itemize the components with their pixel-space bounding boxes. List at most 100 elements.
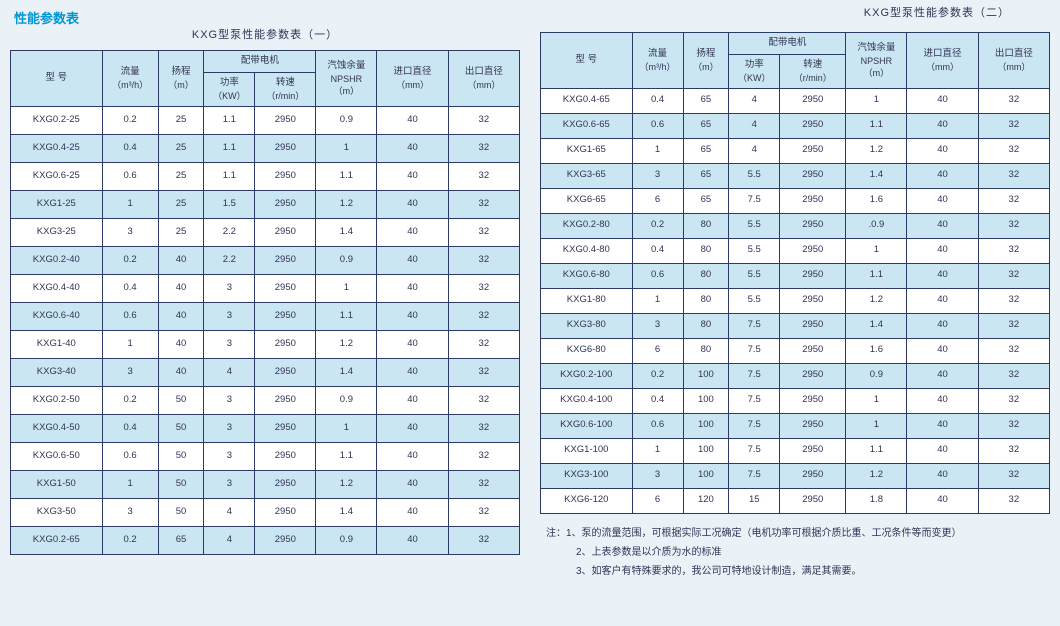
- table-cell: 2.2: [204, 246, 255, 274]
- table-row: KXG3-40340429501.44032: [11, 358, 520, 386]
- table-cell: 1.1: [316, 302, 377, 330]
- table1: 型 号流量（m³/h）扬程（m）配带电机汽蚀余量NPSHR（m）进口直径（mm）…: [10, 50, 520, 555]
- table-cell: 2950: [255, 386, 316, 414]
- table-cell: 2950: [780, 363, 846, 388]
- table-cell: 0.6: [102, 442, 158, 470]
- table-cell: 1: [102, 190, 158, 218]
- table-cell: KXG6-65: [541, 188, 633, 213]
- table-cell: 100: [683, 363, 729, 388]
- table-cell: 32: [978, 463, 1049, 488]
- table-cell: 50: [158, 470, 204, 498]
- table-cell: 32: [978, 488, 1049, 513]
- table-cell: 1.2: [316, 190, 377, 218]
- table-cell: 7.5: [729, 413, 780, 438]
- table-row: KXG6-656657.529501.64032: [541, 188, 1050, 213]
- table-cell: 100: [683, 463, 729, 488]
- table-cell: 0.6: [102, 302, 158, 330]
- table-cell: 2950: [255, 218, 316, 246]
- table-cell: 32: [448, 302, 519, 330]
- table-cell: 3: [632, 313, 683, 338]
- table-cell: 7.5: [729, 463, 780, 488]
- table-cell: 32: [978, 313, 1049, 338]
- table-row: KXG1-10011007.529501.14032: [541, 438, 1050, 463]
- table-cell: 3: [204, 470, 255, 498]
- col-motor: 配带电机: [729, 33, 846, 55]
- table-cell: 40: [158, 274, 204, 302]
- table-cell: 40: [907, 463, 978, 488]
- table-cell: KXG0.6-25: [11, 162, 103, 190]
- table-cell: 1: [846, 238, 907, 263]
- table-cell: 32: [978, 188, 1049, 213]
- table2: 型 号流量（m³/h）扬程（m）配带电机汽蚀余量NPSHR（m）进口直径（mm）…: [540, 32, 1050, 514]
- table-cell: 40: [907, 338, 978, 363]
- table-cell: 65: [683, 88, 729, 113]
- table-cell: 1: [316, 134, 377, 162]
- table-cell: 2950: [780, 238, 846, 263]
- table-row: KXG0.6-250.6251.129501.14032: [11, 162, 520, 190]
- table-cell: 100: [683, 438, 729, 463]
- table-cell: 0.6: [632, 113, 683, 138]
- table-cell: 3: [102, 218, 158, 246]
- table2-head: 型 号流量（m³/h）扬程（m）配带电机汽蚀余量NPSHR（m）进口直径（mm）…: [541, 33, 1050, 89]
- table-cell: 1: [632, 288, 683, 313]
- table-cell: 0.2: [102, 526, 158, 554]
- table-cell: 1: [316, 414, 377, 442]
- table-cell: 40: [907, 413, 978, 438]
- table-cell: 3: [204, 302, 255, 330]
- col-model: 型 号: [11, 51, 103, 107]
- table-cell: 2950: [255, 526, 316, 554]
- table-row: KXG0.4-250.4251.1295014032: [11, 134, 520, 162]
- table-cell: 80: [683, 288, 729, 313]
- table-cell: 32: [448, 442, 519, 470]
- table-cell: 4: [729, 138, 780, 163]
- table-cell: KXG0.4-40: [11, 274, 103, 302]
- table-row: KXG3-253252.229501.44032: [11, 218, 520, 246]
- table-cell: KXG1-80: [541, 288, 633, 313]
- table-cell: 40: [377, 218, 448, 246]
- table-cell: 0.9: [846, 363, 907, 388]
- table-cell: 40: [907, 88, 978, 113]
- table-cell: 1.1: [846, 113, 907, 138]
- table-cell: 4: [729, 113, 780, 138]
- table-cell: 3: [204, 442, 255, 470]
- table-cell: KXG0.4-100: [541, 388, 633, 413]
- table-row: KXG0.6-650.665429501.14032: [541, 113, 1050, 138]
- page-title: 性能参数表: [14, 8, 79, 27]
- table-cell: 3: [204, 414, 255, 442]
- col-head: 扬程（m）: [683, 33, 729, 89]
- table-cell: 40: [158, 358, 204, 386]
- table-cell: 0.4: [632, 88, 683, 113]
- table-cell: 5.5: [729, 263, 780, 288]
- table-cell: 40: [907, 388, 978, 413]
- table-cell: 2.2: [204, 218, 255, 246]
- table-row: KXG1-50150329501.24032: [11, 470, 520, 498]
- table-cell: 40: [377, 190, 448, 218]
- table-cell: 2950: [255, 414, 316, 442]
- table-cell: 3: [204, 330, 255, 358]
- table-cell: 40: [907, 438, 978, 463]
- table-cell: 0.4: [632, 238, 683, 263]
- table-cell: 2950: [780, 138, 846, 163]
- table-cell: 32: [448, 358, 519, 386]
- table-cell: 1.2: [316, 330, 377, 358]
- table-row: KXG0.4-500.4503295014032: [11, 414, 520, 442]
- table-cell: 1.8: [846, 488, 907, 513]
- table-row: KXG0.6-500.650329501.14032: [11, 442, 520, 470]
- table-cell: 1.4: [316, 498, 377, 526]
- table-cell: KXG1-25: [11, 190, 103, 218]
- table-cell: 40: [377, 526, 448, 554]
- table-cell: 1.1: [316, 162, 377, 190]
- table-cell: KXG0.4-25: [11, 134, 103, 162]
- table-cell: KXG6-120: [541, 488, 633, 513]
- table-cell: 40: [377, 498, 448, 526]
- table-cell: 40: [907, 113, 978, 138]
- col-speed: 转速（r/min）: [255, 72, 316, 106]
- table-row: KXG0.4-650.4654295014032: [541, 88, 1050, 113]
- table-cell: KXG6-80: [541, 338, 633, 363]
- notes: 注：1、泵的流量范围，可根据实际工况确定（电机功率可根据介质比重、工况条件等而变…: [540, 524, 1050, 581]
- table-row: KXG1-65165429501.24032: [541, 138, 1050, 163]
- table-cell: KXG1-100: [541, 438, 633, 463]
- table-cell: 65: [158, 526, 204, 554]
- table-cell: 40: [377, 274, 448, 302]
- table-cell: 32: [448, 274, 519, 302]
